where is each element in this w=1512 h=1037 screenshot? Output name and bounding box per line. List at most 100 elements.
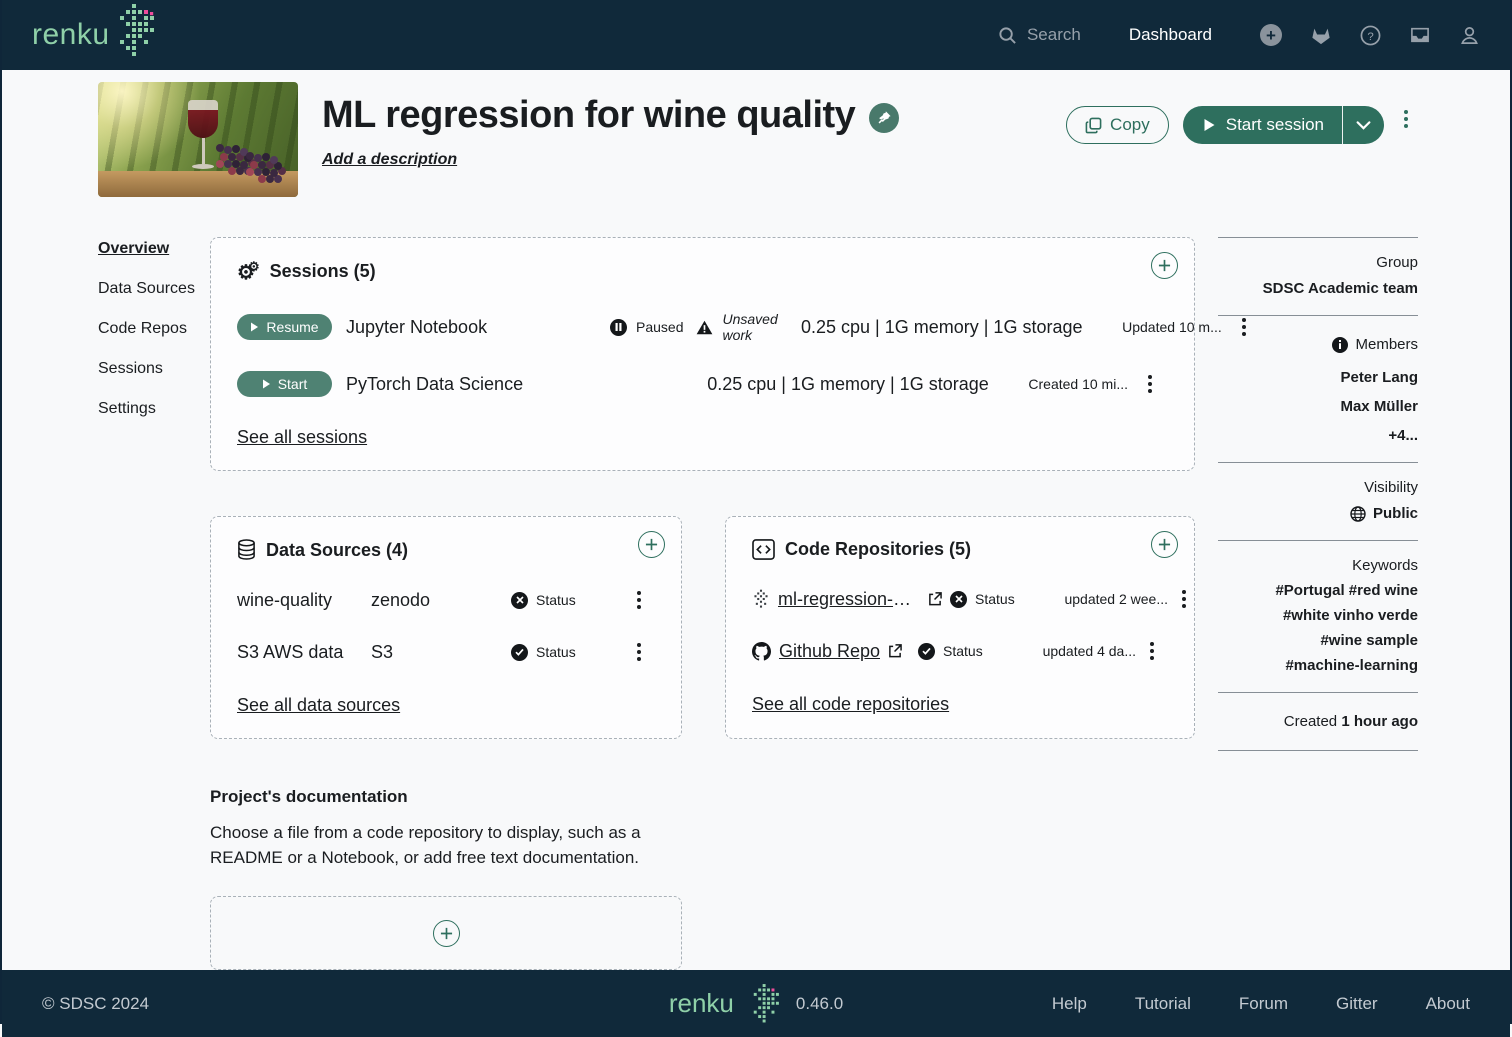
status-ok-icon bbox=[918, 642, 935, 660]
data-source-name: S3 AWS data bbox=[237, 641, 344, 662]
main-content: ML regression for wine quality Add a des… bbox=[2, 70, 1510, 971]
user-menu-button[interactable] bbox=[1459, 25, 1480, 46]
project-options-menu-button[interactable] bbox=[1398, 106, 1414, 132]
see-all-code-repositories-link[interactable]: See all code repositories bbox=[752, 694, 950, 714]
add-data-source-button[interactable] bbox=[638, 531, 665, 558]
members-more-link[interactable]: +4... bbox=[1388, 427, 1418, 444]
session-options-menu-button[interactable] bbox=[1142, 371, 1168, 397]
gitlab-button[interactable] bbox=[1310, 25, 1332, 45]
session-resources: 0.25 cpu | 1G memory | 1G storage bbox=[801, 316, 1083, 337]
session-row: Start PyTorch Data Science 0.25 cpu | 1G… bbox=[237, 371, 1168, 397]
group-value[interactable]: SDSC Academic team bbox=[1262, 280, 1418, 297]
warning-icon bbox=[697, 320, 713, 334]
project-sidenav: Overview Data Sources Code Repos Session… bbox=[98, 237, 195, 970]
user-icon bbox=[1461, 26, 1478, 44]
repo-link[interactable]: Github Repo bbox=[779, 640, 881, 661]
start-session-button[interactable]: Start session bbox=[1182, 106, 1343, 144]
footer-link-gitter[interactable]: Gitter bbox=[1336, 993, 1378, 1013]
created-label: Created bbox=[1283, 713, 1338, 730]
search-icon bbox=[999, 26, 1016, 44]
status-error-icon bbox=[511, 591, 528, 609]
add-project-button[interactable]: + bbox=[1260, 24, 1282, 46]
search-button[interactable]: Search bbox=[998, 25, 1081, 45]
footer-renku-lizard-icon bbox=[753, 983, 779, 1023]
documentation-title: Project's documentation bbox=[210, 787, 408, 806]
add-code-repository-button[interactable] bbox=[1151, 531, 1178, 558]
documentation-description: Choose a file from a code repository to … bbox=[210, 823, 641, 867]
visibility-value: Public bbox=[1372, 505, 1418, 522]
repo-updated: updated 4 da... bbox=[1042, 643, 1136, 659]
resume-session-button[interactable]: Resume bbox=[237, 314, 332, 340]
start-session-row-button[interactable]: Start bbox=[237, 371, 332, 397]
sessions-card: ⚙⚙ Sessions (5) Resume Jupyter Notebook bbox=[210, 237, 1246, 471]
external-link-icon bbox=[889, 644, 902, 658]
add-documentation-box[interactable] bbox=[210, 896, 682, 971]
status-label: Status bbox=[536, 644, 576, 660]
session-options-menu-button[interactable] bbox=[1236, 314, 1262, 340]
help-button[interactable]: ? bbox=[1360, 25, 1381, 46]
pin-icon[interactable] bbox=[869, 102, 900, 133]
version-text: 0.46.0 bbox=[795, 993, 844, 1013]
sidenav-item-settings[interactable]: Settings bbox=[98, 400, 156, 417]
see-all-data-sources-link[interactable]: See all data sources bbox=[237, 695, 401, 715]
session-updated: Created 10 mi... bbox=[1028, 376, 1128, 392]
paused-icon bbox=[610, 318, 627, 336]
footer-link-about[interactable]: About bbox=[1425, 993, 1470, 1013]
sidenav-item-sessions[interactable]: Sessions bbox=[98, 360, 163, 377]
footer-renku-logo-text[interactable]: renku bbox=[668, 988, 734, 1019]
keywords-label: Keywords bbox=[1352, 557, 1418, 574]
renku-logo-text: renku bbox=[32, 18, 110, 51]
keyword: #white vinho verde bbox=[1282, 607, 1418, 624]
copy-button[interactable]: Copy bbox=[1066, 106, 1169, 144]
repo-link[interactable]: ml-regression-w... bbox=[778, 588, 920, 609]
session-name: PyTorch Data Science bbox=[346, 373, 524, 394]
session-updated: Updated 10 m... bbox=[1122, 319, 1222, 335]
github-icon bbox=[752, 641, 771, 661]
visibility-label: Visibility bbox=[1364, 479, 1418, 496]
group-label: Group bbox=[1376, 254, 1418, 271]
help-icon: ? bbox=[1360, 25, 1381, 45]
sidenav-item-data-sources[interactable]: Data Sources bbox=[98, 280, 195, 297]
sidenav-item-overview[interactable]: Overview bbox=[98, 240, 170, 257]
sidenav-item-code-repos[interactable]: Code Repos bbox=[98, 320, 187, 337]
database-icon bbox=[238, 539, 255, 560]
top-navbar: renku Search Dashboard bbox=[2, 0, 1510, 70]
data-source-options-menu-button[interactable] bbox=[631, 587, 655, 613]
data-sources-card: Data Sources (4) wine-quality zenodo Sta… bbox=[210, 516, 682, 739]
see-all-sessions-link[interactable]: See all sessions bbox=[237, 427, 368, 447]
session-row: Resume Jupyter Notebook Paused Unsaved w… bbox=[237, 311, 1246, 343]
status-error-icon bbox=[950, 590, 967, 608]
footer-link-forum[interactable]: Forum bbox=[1238, 993, 1288, 1013]
svg-text:?: ? bbox=[1367, 30, 1373, 42]
data-source-name: wine-quality bbox=[237, 589, 333, 610]
code-repository-row: ml-regression-w... Status updated 2 wee.… bbox=[752, 586, 1186, 612]
search-label: Search bbox=[1026, 25, 1081, 44]
inbox-icon bbox=[1411, 27, 1429, 43]
project-header: ML regression for wine quality Add a des… bbox=[98, 82, 1414, 197]
footer-link-help[interactable]: Help bbox=[1051, 993, 1087, 1013]
data-source-options-menu-button[interactable] bbox=[631, 639, 655, 665]
repo-options-menu-button[interactable] bbox=[1176, 586, 1200, 612]
session-status-label: Paused bbox=[636, 319, 684, 335]
add-documentation-button[interactable] bbox=[432, 919, 460, 947]
inbox-button[interactable] bbox=[1409, 26, 1431, 44]
code-repositories-card: Code Repositories (5) ml-regression-w... bbox=[725, 516, 1195, 739]
session-name: Jupyter Notebook bbox=[346, 316, 488, 337]
repo-options-menu-button[interactable] bbox=[1144, 638, 1168, 664]
footer-link-tutorial[interactable]: Tutorial bbox=[1134, 993, 1191, 1013]
project-info-panel: Group SDSC Academic team Members Peter L… bbox=[1218, 237, 1418, 970]
created-value: 1 hour ago bbox=[1341, 713, 1418, 730]
nav-dashboard-link[interactable]: Dashboard bbox=[1128, 25, 1212, 44]
group-section: Group SDSC Academic team bbox=[1218, 237, 1418, 315]
copyright-text: © SDSC 2024 bbox=[42, 993, 150, 1013]
copy-label: Copy bbox=[1110, 115, 1150, 134]
data-source-row: S3 AWS data S3 Status bbox=[237, 639, 655, 665]
keyword: #machine-learning bbox=[1285, 657, 1418, 674]
start-session-dropdown-toggle[interactable] bbox=[1343, 106, 1384, 144]
add-session-button[interactable] bbox=[1151, 252, 1178, 279]
status-ok-icon bbox=[511, 643, 528, 661]
renku-logo[interactable]: renku bbox=[32, 2, 158, 68]
add-description-link[interactable]: Add a description bbox=[322, 151, 458, 168]
status-label: Status bbox=[943, 643, 983, 659]
project-documentation-section: Project's documentation Choose a file fr… bbox=[210, 787, 682, 971]
